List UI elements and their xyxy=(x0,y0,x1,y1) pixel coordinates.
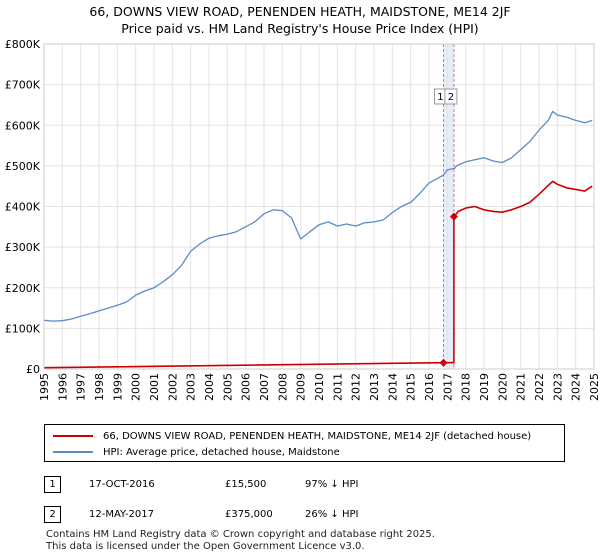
x-tick-label: 2007 xyxy=(258,373,271,401)
x-tick-label: 2022 xyxy=(533,373,546,401)
legend-swatch-property xyxy=(53,435,93,437)
x-tick-label: 2014 xyxy=(386,373,399,401)
y-tick-label: £200K xyxy=(5,282,41,295)
footer-copyright: Contains HM Land Registry data © Crown c… xyxy=(46,529,435,540)
legend: 66, DOWNS VIEW ROAD, PENENDEN HEATH, MAI… xyxy=(44,424,565,462)
x-tick-label: 2013 xyxy=(368,373,381,401)
x-tick-label: 2017 xyxy=(441,373,454,401)
x-tick-label: 2011 xyxy=(331,373,344,401)
y-tick-label: £700K xyxy=(5,79,41,92)
x-tick-label: 2025 xyxy=(588,373,600,401)
x-tick-label: 2006 xyxy=(240,373,253,401)
x-tick-label: 2004 xyxy=(203,373,216,401)
x-tick-label: 1999 xyxy=(111,373,124,401)
sale-marker-label: 2 xyxy=(448,92,454,103)
y-tick-label: £300K xyxy=(5,241,41,254)
x-tick-label: 2023 xyxy=(551,373,564,401)
y-tick-label: £800K xyxy=(5,38,41,51)
x-tick-label: 1996 xyxy=(56,373,69,401)
property-line xyxy=(43,180,593,369)
x-tick-label: 2001 xyxy=(148,373,161,401)
sale-hpi-diff: 97% ↓ HPI xyxy=(305,479,359,490)
sale-price: £375,000 xyxy=(225,509,273,520)
sale-price: £15,500 xyxy=(225,479,267,490)
x-tick-label: 1997 xyxy=(75,373,88,401)
table-row: 1 17-OCT-2016 £15,500 97% ↓ HPI xyxy=(44,476,564,496)
x-tick-label: 2005 xyxy=(221,373,234,401)
x-tick-label: 2008 xyxy=(276,373,289,401)
y-tick-label: £100K xyxy=(5,322,41,335)
legend-label-property: 66, DOWNS VIEW ROAD, PENENDEN HEATH, MAI… xyxy=(103,430,532,442)
legend-swatch-hpi xyxy=(53,451,93,453)
sale-marker-label: 1 xyxy=(437,92,443,103)
sale-date: 17-OCT-2016 xyxy=(89,479,155,490)
y-tick-label: £500K xyxy=(5,160,41,173)
gridlines xyxy=(43,43,595,370)
x-tick-label: 2000 xyxy=(130,373,143,401)
y-tick-label: £0 xyxy=(26,363,40,376)
x-tick-label: 2016 xyxy=(423,373,436,401)
sale-points xyxy=(439,212,458,367)
plot-frame xyxy=(43,43,595,370)
x-tick-label: 1995 xyxy=(38,373,51,401)
x-tick-label: 2009 xyxy=(295,373,308,401)
y-tick-label: £600K xyxy=(5,119,41,132)
chart-title: 66, DOWNS VIEW ROAD, PENENDEN HEATH, MAI… xyxy=(89,4,511,19)
x-tick-label: 2010 xyxy=(313,373,326,401)
y-tick-label: £400K xyxy=(5,201,41,214)
x-tick-label: 2002 xyxy=(166,373,179,401)
x-tick-label: 2021 xyxy=(515,373,528,401)
table-row: 2 12-MAY-2017 £375,000 26% ↓ HPI xyxy=(44,506,564,526)
sale-point-marker xyxy=(439,358,448,367)
axes: £0 £100K £200K £300K £400K £500K £600K £700K £80… xyxy=(5,38,600,401)
x-tick-label: 2020 xyxy=(496,373,509,401)
x-tick-label: 2012 xyxy=(350,373,363,401)
series-lines xyxy=(43,110,593,369)
x-tick-label: 2003 xyxy=(185,373,198,401)
legend-label-hpi: HPI: Average price, detached house, Maid… xyxy=(103,446,340,458)
sale-date: 12-MAY-2017 xyxy=(89,509,155,520)
sale-period-band xyxy=(443,44,454,369)
chart-subtitle: Price paid vs. HM Land Registry's House … xyxy=(121,21,479,36)
sale-point-marker xyxy=(449,212,458,221)
sale-number-badge: 2 xyxy=(44,506,61,523)
sale-marker-box xyxy=(444,88,458,105)
x-tick-label: 2018 xyxy=(460,373,473,401)
x-tick-label: 2019 xyxy=(478,373,491,401)
legend-item-property: 66, DOWNS VIEW ROAD, PENENDEN HEATH, MAI… xyxy=(53,429,531,443)
x-tick-label: 2015 xyxy=(405,373,418,401)
hpi-line xyxy=(43,110,593,322)
x-tick-label: 1998 xyxy=(93,373,106,401)
sale-hpi-diff: 26% ↓ HPI xyxy=(305,509,359,520)
x-tick-label: 2024 xyxy=(570,373,583,401)
legend-item-hpi: HPI: Average price, detached house, Maid… xyxy=(53,445,340,459)
sale-number-badge: 1 xyxy=(44,476,61,493)
footer-licence: This data is licensed under the Open Gov… xyxy=(46,541,365,552)
